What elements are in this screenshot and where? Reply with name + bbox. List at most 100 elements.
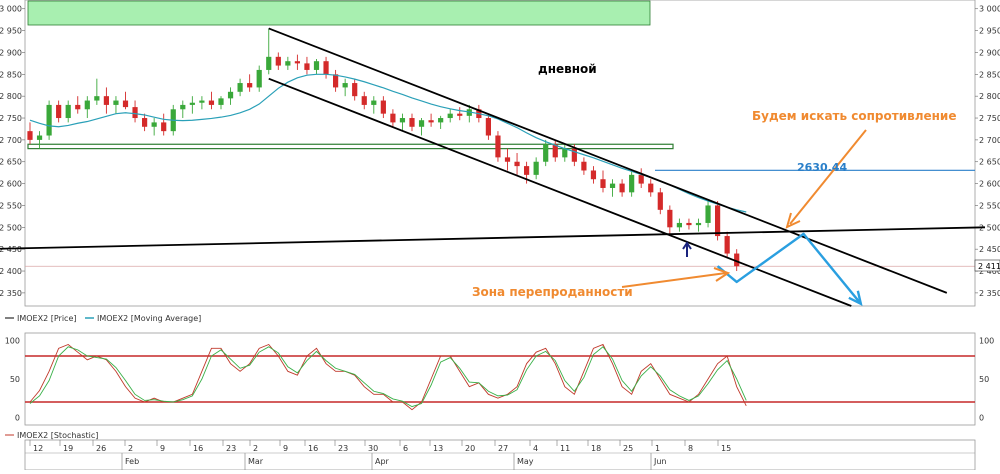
candle-body (371, 100, 377, 105)
candle-body (686, 222, 692, 226)
y-tick-label-right: 2 600 (979, 180, 1000, 189)
x-tick-label: 15 (721, 444, 731, 453)
y-tick-label-right: 2 700 (979, 136, 1000, 145)
y-tick-label-left: 2 400 (0, 267, 22, 276)
y-tick-label-left: 2 550 (0, 201, 22, 210)
candle-body (657, 192, 663, 210)
stoch-tick-label-left: 0 (15, 413, 20, 422)
y-tick-label-right: 2 800 (979, 92, 1000, 101)
y-tick-label-left: 2 800 (0, 92, 22, 101)
candle-body (294, 61, 300, 64)
candle-body (161, 122, 167, 132)
candle-body (352, 83, 358, 97)
x-tick-label: 16 (193, 444, 203, 453)
candle-body (65, 104, 71, 119)
candle-body (56, 104, 62, 119)
x-tick-label: 13 (433, 444, 443, 453)
candle-body (600, 179, 606, 188)
y-tick-label-right: 2 450 (979, 245, 1000, 254)
resistance-annotation: Будем искать сопротивление (752, 109, 956, 123)
month-label: May (517, 457, 534, 466)
y-tick-label-left: 2 750 (0, 114, 22, 123)
y-tick-label-right: 2 850 (979, 70, 1000, 79)
x-tick-label: 23 (338, 444, 348, 453)
candle-body (485, 118, 491, 136)
candle-body (533, 161, 539, 175)
candle-body (399, 118, 406, 123)
month-label: Feb (125, 457, 139, 466)
candle-body (199, 100, 205, 103)
candle-body (256, 69, 262, 88)
y-tick-label-left: 2 950 (0, 27, 22, 36)
x-tick-label: 11 (560, 444, 570, 453)
forecast-arrowhead (848, 290, 863, 307)
horizontal-band (27, 143, 674, 150)
month-label: Mar (248, 457, 264, 466)
candle-body (361, 96, 367, 105)
candle-body (180, 104, 186, 110)
legend-price-label: IMOEX2 [Price] (17, 314, 76, 323)
x-tick-label: 2 (253, 444, 258, 453)
candle-body (189, 102, 195, 105)
x-tick-label: 9 (283, 444, 288, 453)
candle-body (333, 74, 339, 88)
candle-body (428, 120, 434, 123)
stoch-tick-label-right: 100 (979, 337, 994, 346)
x-tick-label: 25 (623, 444, 633, 453)
candle-body (46, 104, 52, 136)
candle-body (571, 148, 577, 162)
stoch-tick-label-left: 50 (10, 375, 20, 384)
x-tick-label: 2 (128, 444, 133, 453)
candle-body (495, 135, 501, 158)
month-label: Jun (653, 457, 667, 466)
highlight-box (27, 0, 651, 26)
y-tick-label-right: 2 400 (979, 267, 1000, 276)
x-tick-label: 12 (33, 444, 43, 453)
candle-body (75, 104, 81, 110)
candle-body (504, 157, 511, 162)
candle-body (667, 209, 673, 228)
candle-body (409, 118, 415, 127)
y-tick-label-left: 2 700 (0, 136, 22, 145)
candle-body (36, 135, 43, 140)
candle-body (724, 236, 730, 254)
candle-body (247, 83, 253, 88)
y-tick-label-right: 2 500 (979, 223, 1000, 232)
candle-body (208, 100, 215, 105)
candle-body (552, 144, 558, 158)
y-tick-label-left: 2 600 (0, 180, 22, 189)
y-tick-label-left: 2 850 (0, 70, 22, 79)
last-price-label: 2 411 (978, 262, 1000, 271)
y-tick-label-left: 2 450 (0, 245, 22, 254)
candle-body (457, 113, 463, 116)
candle-body (734, 253, 740, 267)
candle-body (151, 122, 157, 127)
candle-body (543, 144, 549, 162)
channel-upper-line (268, 27, 948, 294)
x-tick-label: 19 (63, 444, 73, 453)
y-tick-label-right: 2 350 (979, 289, 1000, 298)
candle-body (619, 183, 625, 193)
candle-body (103, 96, 109, 105)
x-tick-label: 16 (308, 444, 318, 453)
candle-body (218, 98, 224, 105)
x-tick-label: 23 (226, 444, 236, 453)
candle-body (132, 107, 138, 119)
y-tick-label-right: 3 000 (979, 5, 1000, 14)
candle-body (705, 205, 711, 223)
oversold-arrow (621, 272, 727, 288)
x-tick-label: 30 (368, 444, 378, 453)
support-line (0, 226, 986, 250)
candle-body (275, 56, 281, 66)
indicator-plot-area (24, 332, 976, 426)
y-tick-label-right: 2 550 (979, 201, 1000, 210)
candle-body (122, 100, 129, 108)
x-tick-label: 8 (688, 444, 693, 453)
candle-body (142, 118, 148, 127)
candle-body (695, 222, 702, 226)
candle-body (27, 131, 33, 140)
candle-body (304, 63, 310, 70)
resistance-arrowhead (785, 212, 801, 229)
y-tick-label-right: 2 650 (979, 158, 1000, 167)
